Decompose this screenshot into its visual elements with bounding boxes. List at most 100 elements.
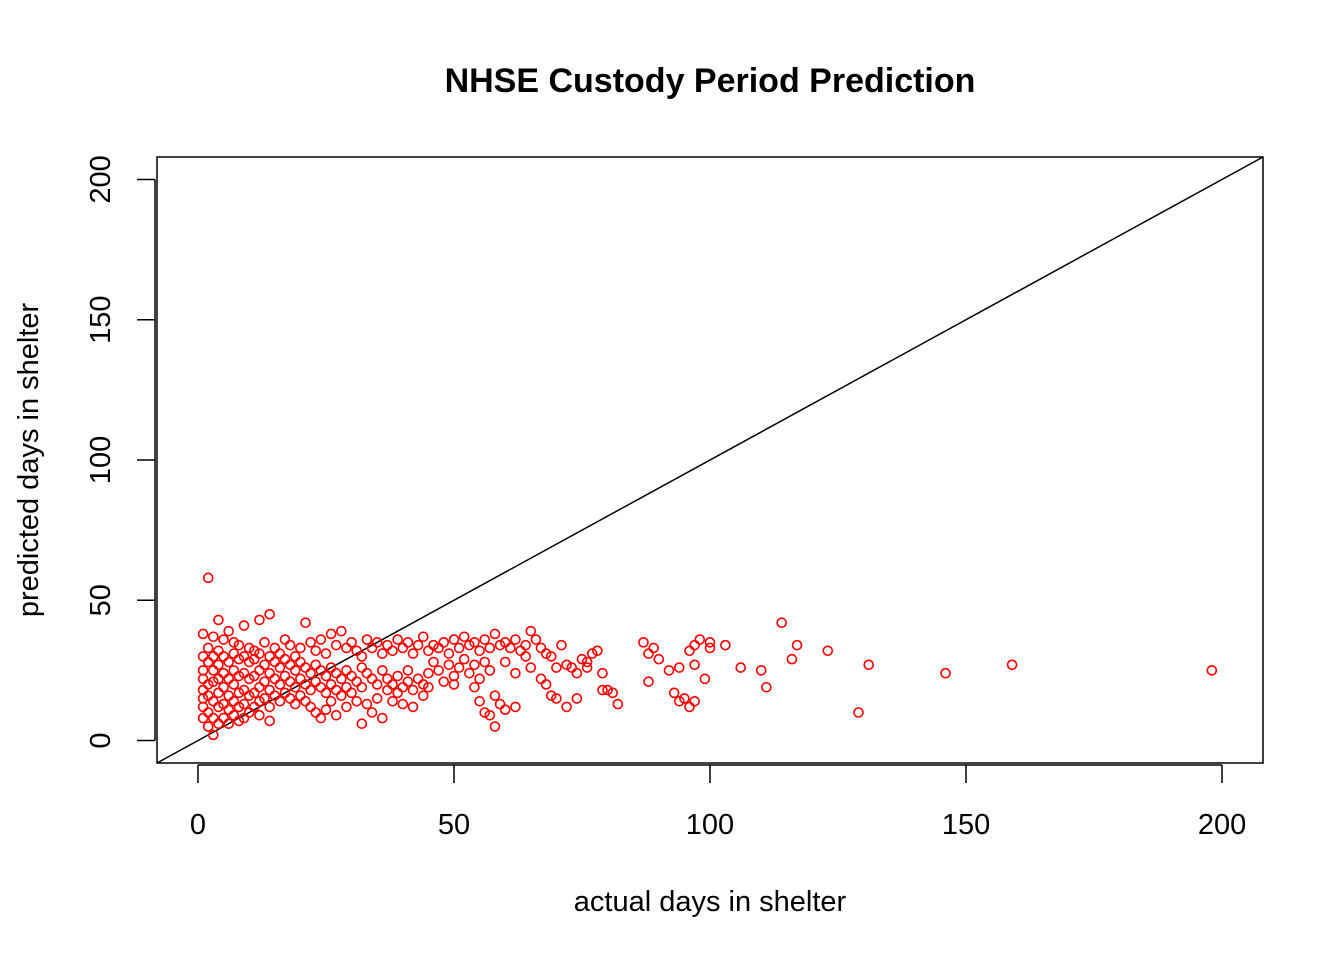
data-point: [361, 698, 373, 710]
data-point: [489, 721, 501, 732]
data-point: [689, 659, 700, 671]
data-point: [484, 665, 496, 676]
data-point: [423, 645, 434, 657]
data-point: [479, 707, 491, 718]
data-point: [269, 642, 281, 654]
data-point: [510, 701, 521, 713]
data-point: [197, 651, 209, 662]
data-point: [213, 645, 224, 657]
data-point: [397, 698, 409, 710]
data-point: [607, 687, 619, 699]
data-point: [254, 648, 265, 659]
data-point: [704, 637, 716, 648]
data-point: [356, 681, 368, 693]
data-point: [412, 673, 424, 685]
data-point: [382, 684, 393, 696]
data-point: [940, 667, 951, 679]
data-point: [382, 639, 393, 651]
data-point: [822, 645, 834, 657]
data-point: [484, 642, 496, 654]
data-point: [233, 653, 245, 665]
data-point: [720, 639, 731, 651]
data-point: [223, 718, 234, 730]
data-point: [540, 679, 552, 690]
data-point: [223, 625, 234, 637]
data-point: [336, 673, 347, 685]
data-point: [679, 693, 690, 704]
data-point: [494, 639, 506, 651]
data-point: [259, 693, 270, 704]
data-point: [279, 634, 291, 645]
data-point: [228, 679, 240, 690]
data-point: [653, 653, 665, 665]
data-point: [438, 676, 450, 687]
data-point: [592, 645, 603, 657]
data-point: [387, 695, 398, 707]
data-point: [315, 681, 327, 693]
data-point: [202, 679, 214, 690]
data-point: [407, 648, 419, 659]
data-point: [376, 712, 388, 724]
x-tick-label: 150: [942, 809, 990, 841]
data-point: [387, 645, 398, 657]
data-point: [453, 642, 465, 654]
data-point: [264, 715, 275, 727]
data-point: [284, 676, 296, 687]
data-point: [402, 665, 414, 676]
data-point: [351, 676, 362, 687]
data-point: [387, 679, 398, 690]
data-point: [228, 637, 240, 648]
data-point: [223, 656, 234, 668]
data-point: [213, 687, 224, 699]
data-point: [643, 676, 654, 687]
data-point: [571, 667, 583, 679]
data-point: [330, 684, 342, 696]
data-point: [289, 681, 301, 693]
data-point: [638, 637, 649, 648]
data-point: [597, 684, 608, 696]
y-tick-label: 200: [85, 155, 117, 203]
data-point: [254, 710, 265, 721]
y-tick-label: 50: [85, 584, 117, 616]
data-point: [597, 667, 608, 679]
data-point: [464, 667, 475, 679]
data-point: [469, 659, 480, 671]
data-point: [346, 687, 357, 699]
data-point: [243, 673, 255, 685]
data-point: [320, 648, 332, 659]
data-point: [489, 628, 501, 640]
data-point: [284, 693, 296, 704]
data-point: [325, 679, 337, 690]
data-point: [223, 673, 234, 685]
data-point: [264, 651, 275, 662]
data-point: [407, 701, 419, 713]
data-point: [330, 667, 342, 679]
data-point: [684, 701, 695, 713]
data-point: [453, 662, 465, 673]
data-point: [556, 639, 567, 651]
data-point: [213, 701, 224, 713]
data-point: [489, 690, 501, 701]
data-point: [233, 670, 245, 682]
data-point: [648, 642, 659, 654]
data-point: [571, 693, 583, 704]
data-point: [458, 631, 470, 643]
data-point: [423, 681, 434, 693]
data-point: [428, 656, 439, 668]
data-point: [494, 698, 506, 710]
data-point: [448, 634, 460, 645]
data-point: [295, 642, 306, 654]
data-point: [474, 673, 485, 685]
data-point: [433, 665, 444, 676]
plot-frame: [156, 156, 1264, 764]
data-point: [254, 665, 265, 676]
data-point: [407, 684, 419, 696]
data-point: [561, 659, 572, 671]
data-point: [525, 662, 537, 673]
data-point: [330, 639, 342, 651]
data-point: [525, 625, 537, 637]
data-point: [264, 667, 275, 679]
data-point: [673, 695, 685, 707]
x-axis-label: actual days in shelter: [574, 886, 847, 918]
data-point: [412, 639, 424, 651]
